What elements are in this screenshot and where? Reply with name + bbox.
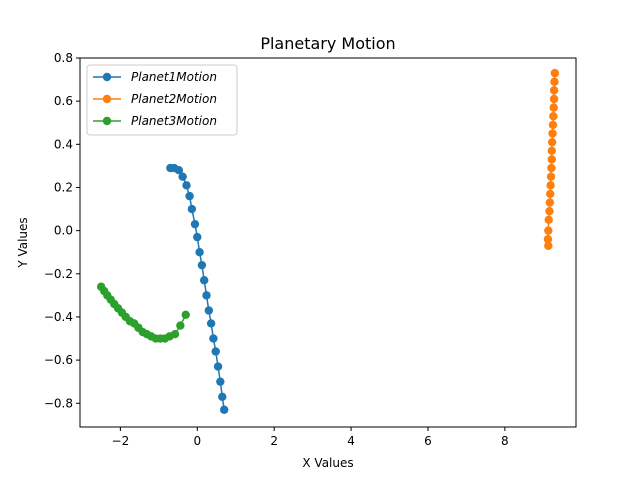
series-2 <box>543 68 560 250</box>
series-2-point <box>547 163 556 173</box>
series-2-point <box>544 226 553 235</box>
x-axis: −2 0 2 4 6 8 <box>112 427 509 448</box>
legend: Planet1Motion Planet2Motion Planet3Motion <box>86 64 238 136</box>
chart-title: Planetary Motion <box>260 34 395 53</box>
series-2-point <box>547 146 556 155</box>
y-axis: −0.8 −0.6 −0.4 −0.2 0.0 0.2 0.4 0.6 0.8 <box>44 51 80 410</box>
x-axis-label: X Values <box>302 456 353 470</box>
legend-entry: Planet3Motion <box>93 114 217 128</box>
y-axis-label: Y Values <box>16 217 30 268</box>
series-2-point <box>548 120 558 130</box>
series-1-point <box>187 204 197 214</box>
x-tick-label: 2 <box>270 434 278 448</box>
series-2-point <box>546 181 555 190</box>
series-2-point <box>547 137 557 147</box>
x-tick-label: 0 <box>193 434 201 448</box>
series-2-point <box>550 68 560 78</box>
series-1-point <box>190 219 200 229</box>
series-2-point <box>549 86 559 95</box>
series-1-point <box>185 191 194 201</box>
legend-swatch-marker <box>102 72 112 82</box>
series-2-point <box>549 103 558 112</box>
series-2-point <box>546 172 556 181</box>
series-3-point <box>170 330 180 339</box>
series-2-point <box>544 241 553 250</box>
legend-swatch-marker <box>102 116 112 126</box>
series-1-point <box>219 405 229 414</box>
y-tick-label: −0.8 <box>44 396 73 410</box>
series-1-point <box>197 260 207 270</box>
series-1-point <box>209 334 218 343</box>
y-tick-label: 0.6 <box>54 94 73 108</box>
series-2-point <box>549 112 558 121</box>
x-tick-label: 4 <box>347 434 355 448</box>
series-layer <box>96 68 560 414</box>
y-tick-label: −0.2 <box>44 267 73 281</box>
series-1-point <box>218 392 227 401</box>
legend-swatch-marker <box>102 94 112 104</box>
series-1-point <box>206 319 216 328</box>
series-1-point <box>182 181 191 190</box>
legend-label: Planet1Motion <box>131 70 217 84</box>
series-2-point <box>547 155 556 164</box>
series-1 <box>166 163 229 414</box>
series-2-point <box>549 94 559 104</box>
series-1-point <box>195 248 204 257</box>
series-1-point <box>178 172 187 181</box>
series-3-point <box>181 310 190 319</box>
series-2-point <box>543 235 553 244</box>
series-2-point <box>545 207 554 216</box>
legend-entry: Planet2Motion <box>93 92 217 106</box>
x-tick-label: 8 <box>501 434 509 448</box>
series-1-point <box>174 166 184 175</box>
y-tick-label: 0.2 <box>54 180 73 194</box>
series-1-point <box>211 347 220 356</box>
y-tick-label: −0.6 <box>44 353 73 367</box>
y-tick-label: 0.8 <box>54 51 73 65</box>
y-tick-label: 0.0 <box>54 224 73 238</box>
plot-frame <box>79 57 577 428</box>
series-1-point <box>193 232 202 242</box>
series-3 <box>96 282 190 343</box>
legend-label: Planet3Motion <box>131 114 217 128</box>
y-tick-label: −0.4 <box>44 310 73 324</box>
series-2-point <box>548 129 557 138</box>
series-1-point <box>213 362 223 371</box>
series-2-point <box>545 198 555 207</box>
series-2-point <box>544 215 553 225</box>
x-tick-label: −2 <box>112 434 130 448</box>
series-1-point <box>216 377 225 386</box>
legend-box <box>86 64 238 136</box>
legend-entry: Planet1Motion <box>93 70 217 84</box>
series-2-point <box>550 77 559 86</box>
series-1-point <box>204 306 214 315</box>
series-1-point <box>202 291 211 300</box>
legend-label: Planet2Motion <box>131 92 217 106</box>
x-tick-label: 6 <box>424 434 432 448</box>
series-2-point <box>546 189 555 199</box>
series-3-point <box>176 321 185 330</box>
y-tick-label: 0.4 <box>54 137 73 151</box>
series-1-point <box>199 276 209 285</box>
